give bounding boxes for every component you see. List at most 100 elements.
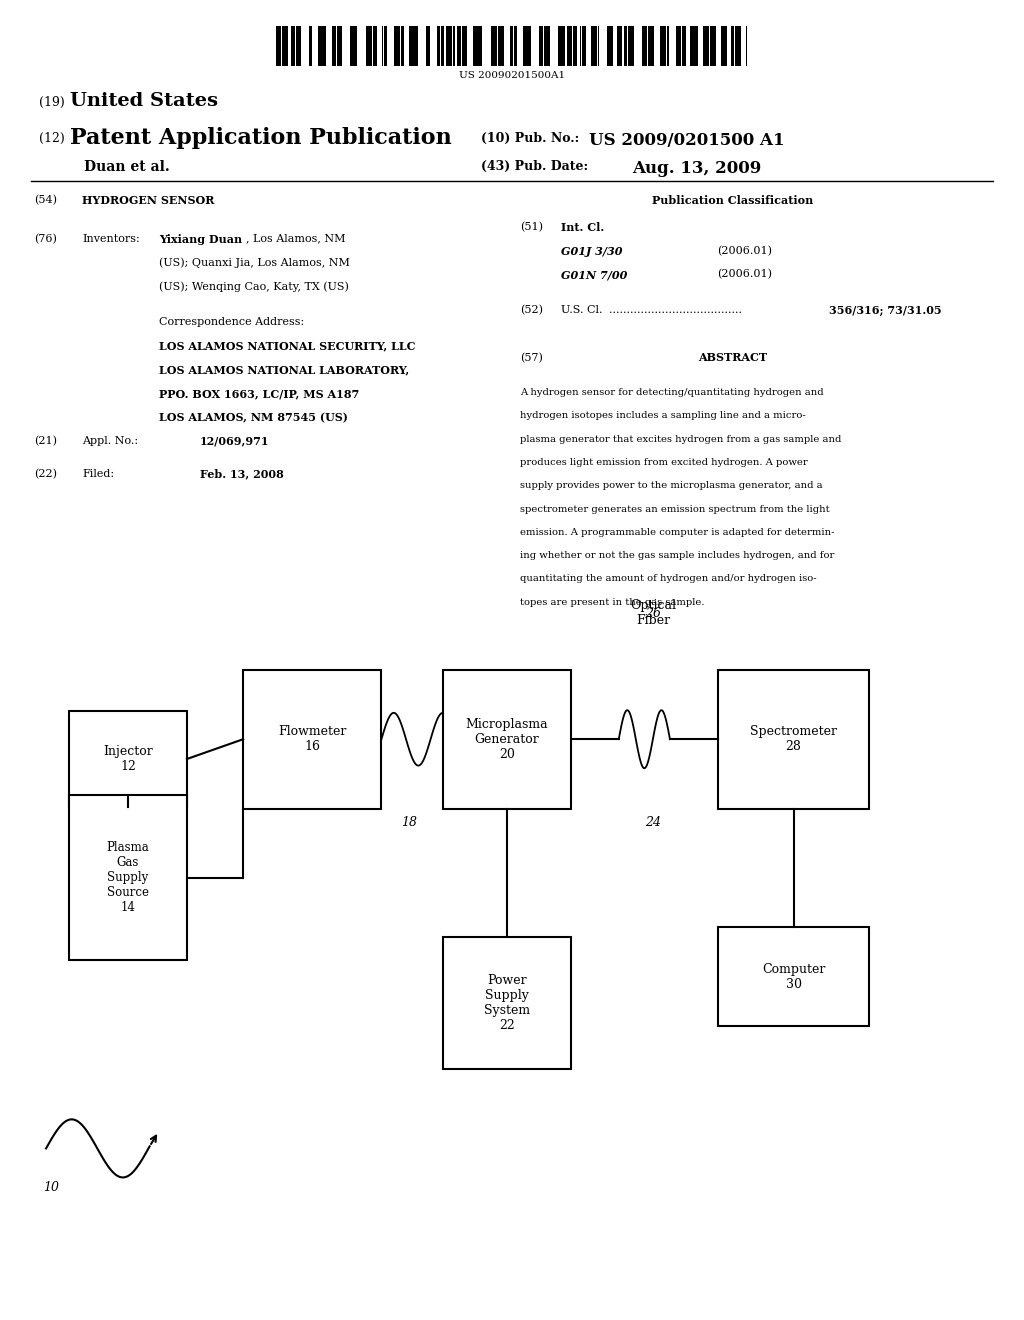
Text: (12): (12) <box>39 132 65 145</box>
Text: 26: 26 <box>645 577 662 620</box>
Text: (US); Quanxi Jia, Los Alamos, NM: (US); Quanxi Jia, Los Alamos, NM <box>159 257 349 268</box>
Bar <box>337 26 342 66</box>
Text: Duan et al.: Duan et al. <box>84 160 170 174</box>
Text: U.S. Cl.: U.S. Cl. <box>561 305 603 315</box>
Text: , Los Alamos, NM: , Los Alamos, NM <box>246 234 345 244</box>
Bar <box>282 26 288 66</box>
Bar <box>567 26 571 66</box>
Bar <box>462 26 467 66</box>
Bar <box>426 26 428 66</box>
Bar <box>642 26 647 66</box>
Text: LOS ALAMOS NATIONAL LABORATORY,: LOS ALAMOS NATIONAL LABORATORY, <box>159 364 409 375</box>
Bar <box>620 26 623 66</box>
Bar <box>510 26 513 66</box>
Text: (19): (19) <box>39 96 65 110</box>
Bar <box>332 26 336 66</box>
Bar <box>457 26 461 66</box>
Text: ......................................: ...................................... <box>609 305 742 315</box>
Text: (2006.01): (2006.01) <box>717 246 772 256</box>
Bar <box>560 26 564 66</box>
Bar <box>724 26 727 66</box>
Bar <box>522 26 525 66</box>
Bar <box>628 26 634 66</box>
Bar <box>735 26 741 66</box>
Text: HYDROGEN SENSOR: HYDROGEN SENSOR <box>82 195 214 206</box>
Text: Yixiang Duan: Yixiang Duan <box>159 234 242 244</box>
Bar <box>308 26 310 66</box>
Text: ing whether or not the gas sample includes hydrogen, and for: ing whether or not the gas sample includ… <box>520 550 835 560</box>
Text: Injector
12: Injector 12 <box>103 744 153 774</box>
Text: (10) Pub. No.:: (10) Pub. No.: <box>481 132 580 145</box>
Text: Correspondence Address:: Correspondence Address: <box>159 317 304 327</box>
Bar <box>625 26 628 66</box>
Bar <box>351 26 357 66</box>
Bar <box>373 26 378 66</box>
Text: topes are present in the gas sample.: topes are present in the gas sample. <box>520 598 705 607</box>
Bar <box>498 26 504 66</box>
Text: United States: United States <box>70 92 218 111</box>
Text: 10: 10 <box>43 1181 59 1195</box>
Bar <box>558 26 560 66</box>
Bar <box>296 26 301 66</box>
Bar <box>276 26 281 66</box>
Bar <box>70 795 186 961</box>
Bar <box>454 26 455 66</box>
Bar <box>745 26 748 66</box>
Text: plasma generator that excites hydrogen from a gas sample and: plasma generator that excites hydrogen f… <box>520 434 842 444</box>
Text: LOS ALAMOS NATIONAL SECURITY, LLC: LOS ALAMOS NATIONAL SECURITY, LLC <box>159 341 415 351</box>
Bar <box>572 26 578 66</box>
Text: Inventors:: Inventors: <box>82 234 139 244</box>
Bar <box>610 26 613 66</box>
Text: (54): (54) <box>34 195 56 206</box>
Bar <box>394 26 400 66</box>
Text: Plasma
Gas
Supply
Source
14: Plasma Gas Supply Source 14 <box>106 841 150 915</box>
Bar <box>490 26 497 66</box>
Bar <box>682 26 686 66</box>
Bar <box>476 26 482 66</box>
Text: (21): (21) <box>34 436 56 446</box>
Text: spectrometer generates an emission spectrum from the light: spectrometer generates an emission spect… <box>520 504 829 513</box>
Text: A hydrogen sensor for detecting/quantitating hydrogen and: A hydrogen sensor for detecting/quantita… <box>520 388 824 397</box>
Text: (51): (51) <box>520 222 543 232</box>
Text: Power
Supply
System
22: Power Supply System 22 <box>483 974 530 1032</box>
Text: (US); Wenqing Cao, Katy, TX (US): (US); Wenqing Cao, Katy, TX (US) <box>159 281 348 292</box>
Text: ABSTRACT: ABSTRACT <box>697 352 767 363</box>
Bar <box>473 26 476 66</box>
Bar <box>676 26 681 66</box>
Bar <box>442 937 571 1069</box>
Bar <box>660 26 667 66</box>
Text: Optical
Fiber: Optical Fiber <box>631 599 676 627</box>
Bar <box>412 26 418 66</box>
Bar <box>409 26 412 66</box>
Text: Feb. 13, 2008: Feb. 13, 2008 <box>200 469 284 479</box>
Text: Filed:: Filed: <box>82 469 114 479</box>
Text: US 2009/0201500 A1: US 2009/0201500 A1 <box>589 132 784 149</box>
Bar <box>606 26 609 66</box>
Text: Microplasma
Generator
20: Microplasma Generator 20 <box>466 718 548 760</box>
Bar <box>428 26 430 66</box>
Text: (76): (76) <box>34 234 56 244</box>
Bar <box>598 26 599 66</box>
Bar <box>526 26 530 66</box>
Bar <box>580 26 582 66</box>
Bar <box>718 671 869 808</box>
Text: Computer
30: Computer 30 <box>762 962 825 991</box>
Bar <box>382 26 383 66</box>
Text: (2006.01): (2006.01) <box>717 269 772 280</box>
Text: Aug. 13, 2009: Aug. 13, 2009 <box>632 160 761 177</box>
Bar <box>70 711 186 807</box>
Text: Flowmeter
16: Flowmeter 16 <box>279 725 346 754</box>
Text: 12/069,971: 12/069,971 <box>200 436 269 446</box>
Text: 18: 18 <box>401 816 418 829</box>
Bar <box>702 26 709 66</box>
Bar <box>244 671 381 808</box>
Bar <box>401 26 404 66</box>
Bar <box>544 26 550 66</box>
Text: G01N 7/00: G01N 7/00 <box>561 269 628 280</box>
Bar <box>437 26 440 66</box>
Bar <box>317 26 321 66</box>
Text: 24: 24 <box>645 816 662 829</box>
Bar <box>668 26 669 66</box>
Bar <box>446 26 452 66</box>
Text: 356/316; 73/31.05: 356/316; 73/31.05 <box>829 305 942 315</box>
